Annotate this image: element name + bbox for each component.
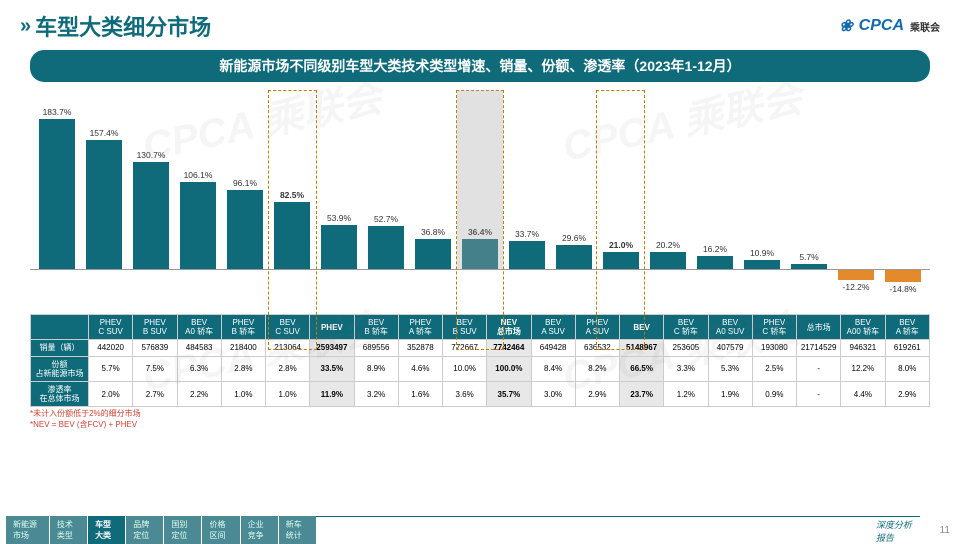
growth-bar-chart: 183.7%157.4%130.7%106.1%96.1%82.5%53.9%5… (30, 90, 930, 310)
page-title: 车型大类细分市场 (35, 10, 211, 42)
bar-col: -14.8% (880, 90, 926, 269)
logo: ❀CPCA乘联会 (839, 16, 940, 36)
bar-col: 106.1% (175, 90, 221, 269)
bar-col: -12.2% (833, 90, 879, 269)
banner-title: 新能源市场不同级别车型大类技术类型增速、销量、份额、渗透率（2023年1-12月… (30, 50, 930, 82)
bar-col: 36.8% (410, 90, 456, 269)
bar-col: 157.4% (81, 90, 127, 269)
bar-col: 5.7% (786, 90, 832, 269)
bar-col: 16.2% (692, 90, 738, 269)
bar-col: 82.5% (269, 90, 315, 269)
bar-col: 33.7% (504, 90, 550, 269)
bar-col: 20.2% (645, 90, 691, 269)
bar-col: 10.9% (739, 90, 785, 269)
bar-col: 29.6% (551, 90, 597, 269)
footnotes: *未计入份额低于2%的细分市场*NEV = BEV (含FCV) + PHEV (30, 409, 930, 430)
footer: 新能源市场技术类型车型大类品牌定位国别定位价格区间企业竞争新车统计 深度分析报告… (0, 520, 960, 540)
bar-col: 96.1% (222, 90, 268, 269)
bar-col: 36.4% (457, 90, 503, 269)
bar-col: 21.0% (598, 90, 644, 269)
data-table: PHEVC SUVPHEVB SUVBEVA0 轿车PHEVB 轿车BEVC S… (30, 314, 930, 407)
bar-col: 183.7% (34, 90, 80, 269)
bar-col: 52.7% (363, 90, 409, 269)
bar-col: 130.7% (128, 90, 174, 269)
chevron-icon: » (20, 15, 25, 38)
bar-col: 53.9% (316, 90, 362, 269)
page-number: 11 (940, 525, 950, 536)
